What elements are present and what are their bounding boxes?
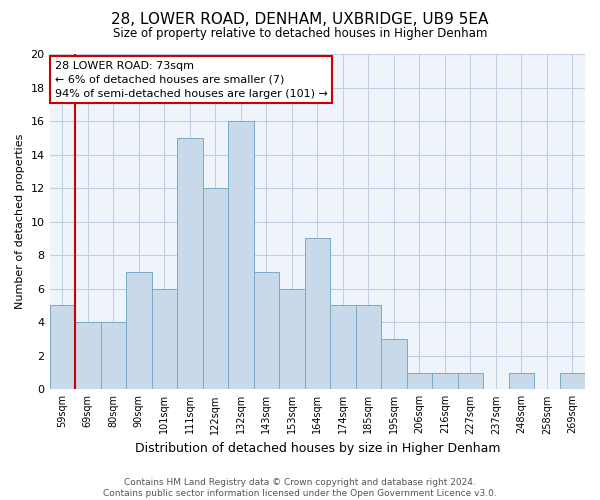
Bar (509, 372, 534, 390)
Bar (560, 372, 585, 390)
Text: 28, LOWER ROAD, DENHAM, UXBRIDGE, UB9 5EA: 28, LOWER ROAD, DENHAM, UXBRIDGE, UB9 5E… (112, 12, 488, 28)
Bar (279, 288, 305, 390)
Bar (126, 272, 152, 390)
Bar (101, 322, 126, 390)
Bar (177, 138, 203, 390)
Bar (458, 372, 483, 390)
Bar (356, 306, 381, 390)
Bar (50, 306, 75, 390)
Text: Contains HM Land Registry data © Crown copyright and database right 2024.
Contai: Contains HM Land Registry data © Crown c… (103, 478, 497, 498)
Bar (152, 288, 177, 390)
Bar (432, 372, 458, 390)
Bar (381, 339, 407, 390)
X-axis label: Distribution of detached houses by size in Higher Denham: Distribution of detached houses by size … (134, 442, 500, 455)
Text: Size of property relative to detached houses in Higher Denham: Size of property relative to detached ho… (113, 28, 487, 40)
Y-axis label: Number of detached properties: Number of detached properties (15, 134, 25, 310)
Bar (254, 272, 279, 390)
Bar (75, 322, 101, 390)
Bar (305, 238, 330, 390)
Bar (330, 306, 356, 390)
Text: 28 LOWER ROAD: 73sqm
← 6% of detached houses are smaller (7)
94% of semi-detache: 28 LOWER ROAD: 73sqm ← 6% of detached ho… (55, 60, 328, 98)
Bar (228, 121, 254, 390)
Bar (203, 188, 228, 390)
Bar (407, 372, 432, 390)
